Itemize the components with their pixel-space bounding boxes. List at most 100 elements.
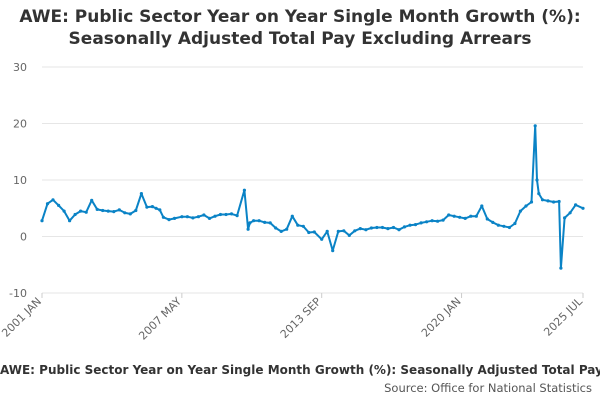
data-point bbox=[480, 204, 484, 208]
data-point bbox=[285, 227, 289, 231]
data-point bbox=[336, 229, 340, 233]
data-point bbox=[257, 219, 261, 223]
data-point bbox=[408, 223, 412, 227]
data-point bbox=[40, 219, 44, 223]
data-point bbox=[325, 229, 329, 233]
data-point bbox=[342, 229, 346, 233]
data-point bbox=[524, 204, 528, 208]
data-point bbox=[101, 208, 105, 213]
data-point bbox=[158, 208, 162, 212]
data-point bbox=[413, 223, 418, 227]
data-point bbox=[425, 220, 429, 224]
data-point bbox=[134, 208, 138, 213]
data-point bbox=[117, 208, 121, 212]
data-point bbox=[540, 198, 545, 202]
data-point bbox=[563, 216, 567, 220]
data-point bbox=[161, 215, 165, 219]
data-point bbox=[90, 198, 94, 202]
chart-title: AWE: Public Sector Year on Year Single M… bbox=[0, 6, 600, 50]
data-point bbox=[279, 229, 283, 233]
legend-label: AWE: Public Sector Year on Year Single M… bbox=[0, 363, 600, 377]
data-point bbox=[51, 198, 55, 202]
data-point bbox=[154, 206, 158, 210]
data-point bbox=[552, 200, 556, 204]
data-point bbox=[45, 202, 50, 206]
data-point bbox=[391, 225, 396, 230]
data-point bbox=[419, 221, 423, 225]
data-point bbox=[218, 212, 223, 217]
data-point bbox=[529, 200, 534, 204]
data-point bbox=[469, 214, 473, 218]
y-tick-label: 0 bbox=[20, 231, 27, 244]
data-point bbox=[380, 225, 384, 230]
data-point bbox=[533, 124, 537, 128]
x-tick-label: 2001 JAN bbox=[0, 295, 44, 340]
data-point bbox=[353, 229, 357, 233]
data-point bbox=[485, 217, 489, 221]
data-point bbox=[502, 224, 506, 228]
legend: AWE: Public Sector Year on Year Single M… bbox=[0, 363, 600, 377]
data-point bbox=[207, 216, 212, 220]
data-point bbox=[172, 216, 177, 220]
data-point bbox=[139, 192, 143, 196]
series-line bbox=[41, 124, 584, 270]
data-point bbox=[196, 215, 200, 219]
data-point bbox=[574, 203, 578, 207]
data-point bbox=[79, 209, 83, 213]
data-point bbox=[290, 214, 294, 218]
data-point bbox=[430, 219, 434, 223]
data-point bbox=[95, 207, 99, 211]
data-point bbox=[375, 225, 379, 230]
y-tick-label: -10 bbox=[9, 287, 27, 300]
x-tick-label: 2020 JAN bbox=[419, 295, 464, 340]
data-point bbox=[301, 224, 305, 228]
data-point bbox=[491, 220, 495, 224]
x-tick-label: 2025 JUL bbox=[541, 294, 585, 338]
data-point bbox=[386, 227, 390, 231]
data-point bbox=[358, 227, 362, 231]
data-point bbox=[507, 225, 511, 230]
x-tick-label: 2007 MAY bbox=[136, 295, 184, 343]
data-point bbox=[84, 210, 88, 214]
chart-title-line-1: AWE: Public Sector Year on Year Single M… bbox=[19, 7, 581, 27]
data-point bbox=[185, 215, 189, 219]
data-point bbox=[123, 211, 127, 215]
data-point bbox=[463, 216, 467, 220]
data-point bbox=[246, 227, 250, 231]
data-point bbox=[537, 192, 541, 196]
data-point bbox=[559, 266, 563, 270]
data-point bbox=[496, 223, 500, 227]
data-point bbox=[252, 219, 256, 223]
data-point bbox=[68, 219, 72, 223]
data-point bbox=[191, 216, 195, 220]
data-point bbox=[513, 221, 517, 226]
data-point bbox=[263, 220, 267, 224]
data-point bbox=[312, 230, 316, 234]
data-point bbox=[347, 233, 351, 237]
data-point bbox=[436, 219, 440, 223]
data-point bbox=[235, 214, 239, 218]
data-point bbox=[62, 209, 66, 213]
data-point bbox=[535, 178, 539, 182]
data-point bbox=[242, 188, 246, 192]
data-point bbox=[581, 206, 585, 210]
data-point bbox=[518, 209, 523, 213]
data-point bbox=[150, 205, 154, 209]
data-point bbox=[167, 218, 171, 222]
chart-title-line-2: Seasonally Adjusted Total Pay Excluding … bbox=[68, 29, 532, 49]
data-point bbox=[557, 199, 561, 204]
data-point bbox=[441, 218, 445, 222]
data-point bbox=[331, 249, 335, 253]
data-point bbox=[364, 228, 368, 232]
y-tick-label: 10 bbox=[13, 174, 27, 187]
data-point bbox=[546, 199, 550, 203]
data-point bbox=[568, 211, 572, 215]
data-point bbox=[73, 212, 77, 217]
data-point bbox=[229, 212, 234, 216]
data-point bbox=[474, 214, 478, 218]
data-point bbox=[452, 214, 456, 218]
data-point bbox=[57, 203, 61, 207]
data-point bbox=[128, 212, 132, 216]
data-point bbox=[307, 230, 311, 235]
